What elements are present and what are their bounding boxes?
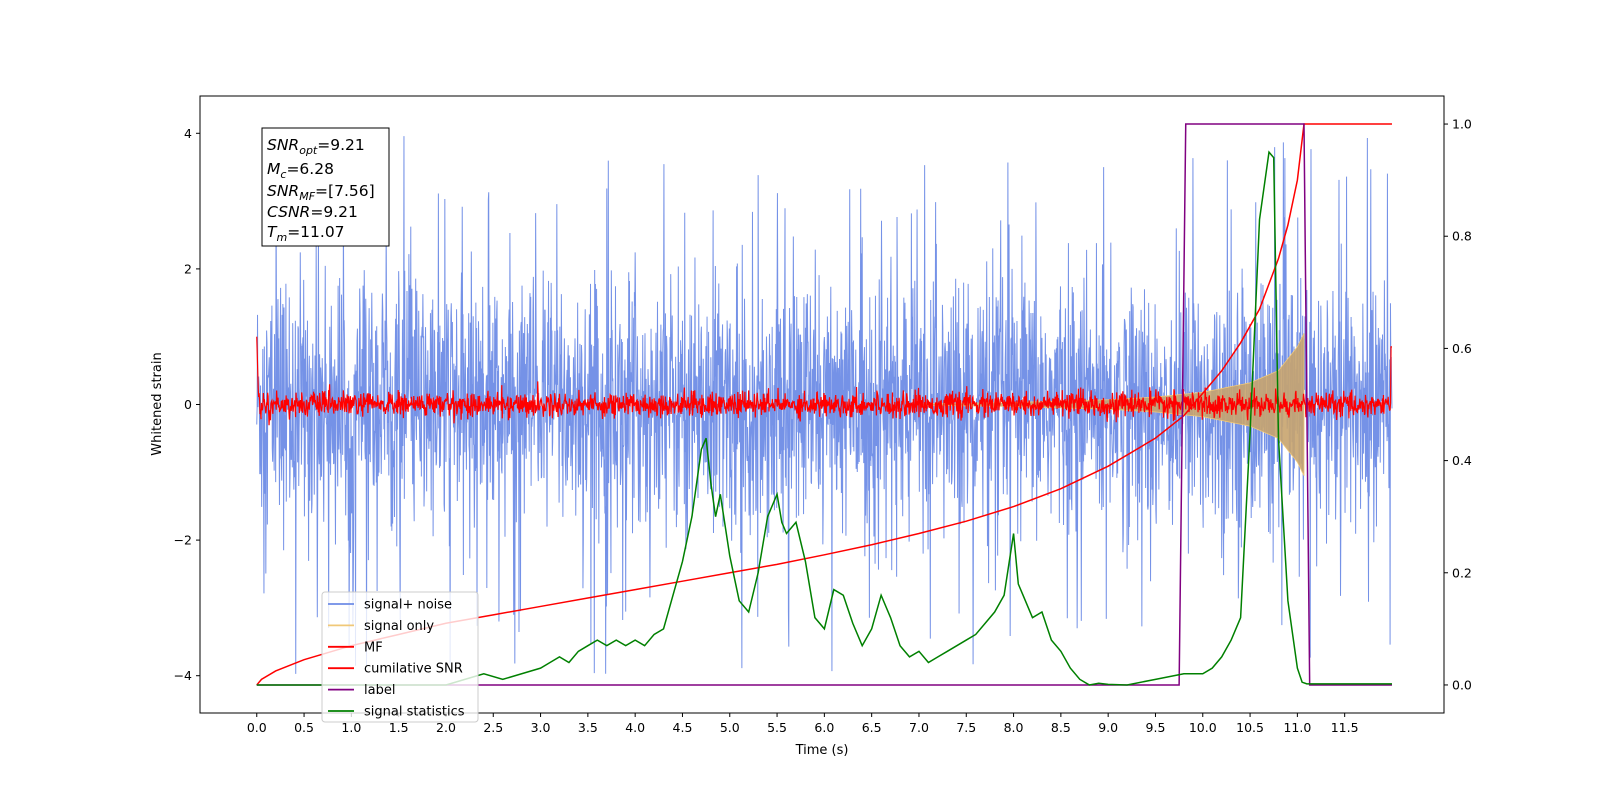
y-left-tick-label: 0: [184, 397, 192, 412]
tm-value: =11.07: [287, 223, 344, 241]
x-tick-label: 3.0: [531, 720, 551, 735]
x-tick-label: 0.5: [294, 720, 314, 735]
y-right-tick-label: 0.4: [1452, 453, 1472, 468]
y-axis-label: Whitened strain: [150, 352, 165, 455]
x-tick-label: 6.5: [862, 720, 882, 735]
legend-label: cumilative SNR: [364, 662, 463, 677]
x-tick-label: 8.5: [1051, 720, 1071, 735]
y-right-tick-label: 1.0: [1452, 117, 1472, 132]
x-tick-label: 7.5: [956, 720, 976, 735]
legend-entries: signal+ noise signal only MF cumilative SNR…: [328, 598, 465, 720]
y-left-tick-label: −4: [174, 668, 192, 683]
annotation-box: [261, 127, 390, 247]
tm-sub: m: [276, 231, 287, 244]
legend-label: MF: [364, 640, 383, 655]
y-left-tick-label: 4: [184, 126, 192, 141]
x-tick-label: 11.0: [1283, 720, 1311, 735]
x-tick-label: 11.5: [1331, 720, 1359, 735]
legend-box: [321, 591, 479, 723]
snr-mf-value: =[7.56]: [315, 182, 375, 200]
mc-label: M: [267, 160, 280, 178]
x-tick-label: 2.5: [483, 720, 503, 735]
y-right-tick-label: 0.6: [1452, 341, 1472, 356]
x-tick-label: 6.0: [814, 720, 834, 735]
annotation-tm: Tm=11.07: [267, 223, 345, 244]
series-label: [256, 123, 1392, 686]
series-signal-statistics: [256, 150, 1392, 686]
x-axis-label: Time (s): [795, 743, 849, 758]
x-tick-label: 9.0: [1098, 720, 1118, 735]
x-tick-label: 5.0: [720, 720, 740, 735]
series-mf: [256, 336, 1392, 426]
x-axis-ticks: 0.0 0.5 1.0 1.5 2.0 2.5 3.0 3.5 4.0 4.5 5.0 5.5 6.0 6…: [247, 713, 1359, 735]
x-tick-label: 1.0: [341, 720, 361, 735]
x-tick-label: 10.5: [1236, 720, 1264, 735]
mc-sub: c: [280, 168, 286, 181]
tm-label: T: [267, 223, 278, 241]
x-tick-label: 7.0: [909, 720, 929, 735]
y-right-tick-label: 0.8: [1452, 229, 1472, 244]
x-tick-label: 3.5: [578, 720, 598, 735]
y-right-tick-label: 0.2: [1452, 565, 1472, 580]
x-tick-label: 5.5: [767, 720, 787, 735]
snr-mf-sub: MF: [299, 190, 315, 203]
stats-annotation: SNRopt=9.21 Mc=6.28 SNRMF=[7.56] CSNR=9.…: [261, 127, 390, 247]
y-left-tick-label: 2: [184, 261, 192, 276]
y-right-tick-label: 0.0: [1452, 677, 1472, 692]
annotation-snr-opt: SNRopt=9.21: [267, 136, 365, 157]
annotation-mc: Mc=6.28: [267, 160, 334, 181]
snr-opt-sub: opt: [299, 144, 318, 157]
legend-label: signal statistics: [364, 705, 465, 720]
series-signal-noise: [256, 136, 1393, 674]
snr-mf-label: SNR: [267, 182, 299, 200]
x-tick-label: 0.0: [247, 720, 267, 735]
annotation-csnr: CSNR=9.21: [267, 203, 358, 221]
y-left-tick-label: −2: [174, 533, 192, 548]
csnr-value: =9.21: [310, 203, 358, 221]
x-tick-label: 4.0: [625, 720, 645, 735]
csnr-label: CSNR: [267, 203, 310, 221]
snr-opt-value: =9.21: [317, 136, 365, 154]
snr-opt-label: SNR: [267, 136, 299, 154]
legend-label: label: [364, 683, 395, 698]
legend-label: signal only: [364, 619, 434, 634]
x-tick-label: 4.5: [673, 720, 693, 735]
x-tick-label: 2.0: [436, 720, 456, 735]
x-tick-label: 8.0: [1004, 720, 1024, 735]
x-tick-label: 1.5: [389, 720, 409, 735]
legend: signal+ noise signal only MF cumilative SNR…: [321, 591, 479, 723]
mc-value: =6.28: [286, 160, 334, 178]
x-tick-label: 10.0: [1189, 720, 1217, 735]
y-left-axis-ticks: 4 2 0 −2 −4: [174, 126, 200, 683]
annotation-snr-mf: SNRMF=[7.56]: [267, 182, 375, 203]
x-tick-label: 9.5: [1146, 720, 1166, 735]
y-right-axis-ticks: 1.0 0.8 0.6 0.4 0.2 0.0: [1444, 117, 1472, 692]
legend-label: signal+ noise: [364, 598, 452, 613]
